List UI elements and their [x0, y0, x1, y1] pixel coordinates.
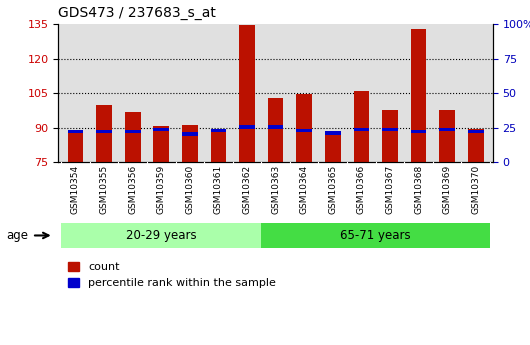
- Text: GSM10369: GSM10369: [443, 165, 452, 215]
- Bar: [210, 129, 226, 162]
- Bar: [354, 128, 369, 131]
- Text: GSM10363: GSM10363: [271, 165, 280, 215]
- Bar: [210, 129, 226, 132]
- Bar: [96, 105, 112, 162]
- Text: GSM10355: GSM10355: [100, 165, 109, 215]
- Bar: [268, 98, 284, 162]
- Bar: [96, 130, 112, 134]
- Text: GSM10356: GSM10356: [128, 165, 137, 215]
- Text: GSM10364: GSM10364: [299, 165, 308, 214]
- Bar: [182, 132, 198, 136]
- Bar: [268, 125, 284, 129]
- Text: GSM10359: GSM10359: [157, 165, 166, 215]
- Bar: [153, 127, 169, 162]
- Bar: [182, 125, 198, 162]
- Bar: [61, 223, 261, 248]
- Bar: [382, 110, 398, 162]
- Bar: [296, 94, 312, 162]
- Text: 20-29 years: 20-29 years: [126, 229, 197, 242]
- Bar: [439, 110, 455, 162]
- Bar: [296, 129, 312, 132]
- Bar: [468, 130, 483, 134]
- Text: GSM10368: GSM10368: [414, 165, 423, 215]
- Bar: [325, 131, 341, 135]
- Bar: [68, 130, 83, 134]
- Bar: [125, 111, 140, 162]
- Bar: [411, 130, 427, 134]
- Text: GSM10365: GSM10365: [328, 165, 337, 215]
- Bar: [411, 29, 427, 162]
- Text: GSM10361: GSM10361: [214, 165, 223, 215]
- Bar: [439, 128, 455, 131]
- Legend: count, percentile rank within the sample: count, percentile rank within the sample: [64, 257, 280, 293]
- Bar: [68, 131, 83, 162]
- Bar: [325, 132, 341, 162]
- Bar: [468, 129, 483, 162]
- Bar: [125, 130, 140, 134]
- Bar: [382, 128, 398, 131]
- Text: GSM10354: GSM10354: [71, 165, 80, 214]
- Text: GDS473 / 237683_s_at: GDS473 / 237683_s_at: [58, 6, 216, 20]
- Text: GSM10360: GSM10360: [186, 165, 195, 215]
- Text: GSM10366: GSM10366: [357, 165, 366, 215]
- Text: age: age: [6, 229, 29, 242]
- Text: GSM10370: GSM10370: [471, 165, 480, 215]
- Text: 65-71 years: 65-71 years: [340, 229, 411, 242]
- Bar: [261, 223, 490, 248]
- Bar: [354, 91, 369, 162]
- Text: GSM10367: GSM10367: [385, 165, 394, 215]
- Bar: [239, 25, 255, 162]
- Bar: [153, 128, 169, 131]
- Text: GSM10362: GSM10362: [243, 165, 252, 214]
- Bar: [239, 125, 255, 129]
